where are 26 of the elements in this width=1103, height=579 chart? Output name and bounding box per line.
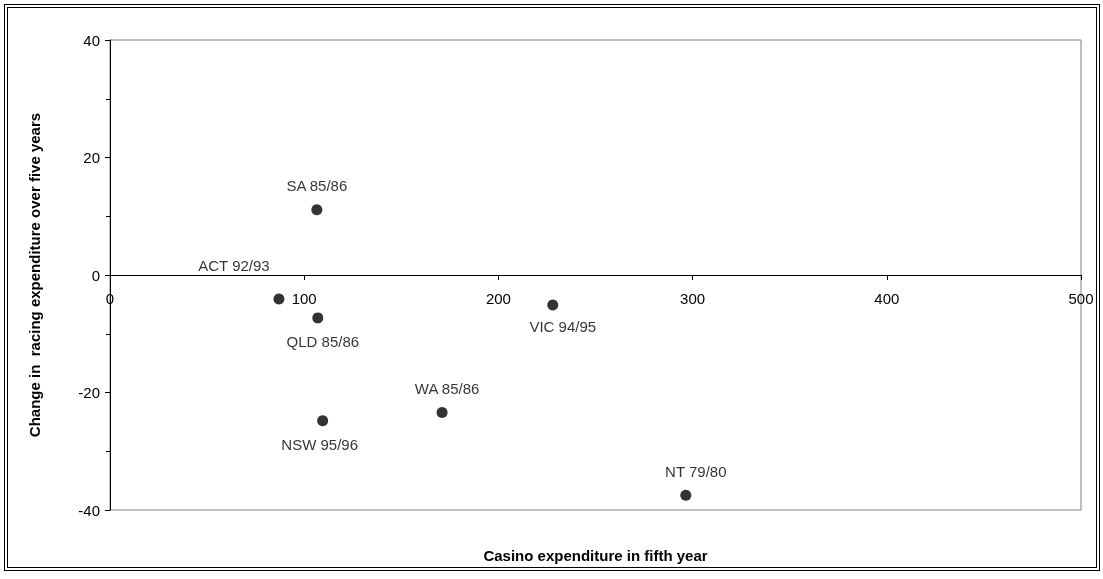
y-tick-label: 0 <box>91 266 100 284</box>
data-label: ACT 92/93 <box>198 256 270 274</box>
x-tick-label: 100 <box>291 290 317 307</box>
data-label: SA 85/86 <box>286 177 348 195</box>
y-tick-label: -40 <box>78 501 100 519</box>
x-tick-label: 300 <box>680 290 706 307</box>
y-tick-label: 40 <box>83 31 100 49</box>
point <box>436 406 448 418</box>
point <box>317 415 329 427</box>
data-label: QLD 85/86 <box>286 333 360 351</box>
point <box>312 312 324 324</box>
point <box>680 489 692 501</box>
point <box>547 299 559 311</box>
data-label: VIC 94/95 <box>529 318 597 336</box>
data-label: NT 79/80 <box>665 462 727 480</box>
data-label: WA 85/86 <box>414 379 480 397</box>
y-tick-label: 20 <box>83 149 100 166</box>
data-label: NSW 95/96 <box>281 436 358 454</box>
y-tick-label: -20 <box>78 384 100 401</box>
x-tick-label: 500 <box>1068 290 1094 307</box>
point <box>273 293 285 305</box>
x-axis-title: Casino expenditure in fifth year <box>483 547 708 564</box>
y-axis-title: Change in racing expenditure over five years <box>26 112 43 438</box>
x-tick-label: 400 <box>874 290 900 307</box>
x-tick-label: 200 <box>485 290 511 307</box>
point <box>311 204 323 216</box>
